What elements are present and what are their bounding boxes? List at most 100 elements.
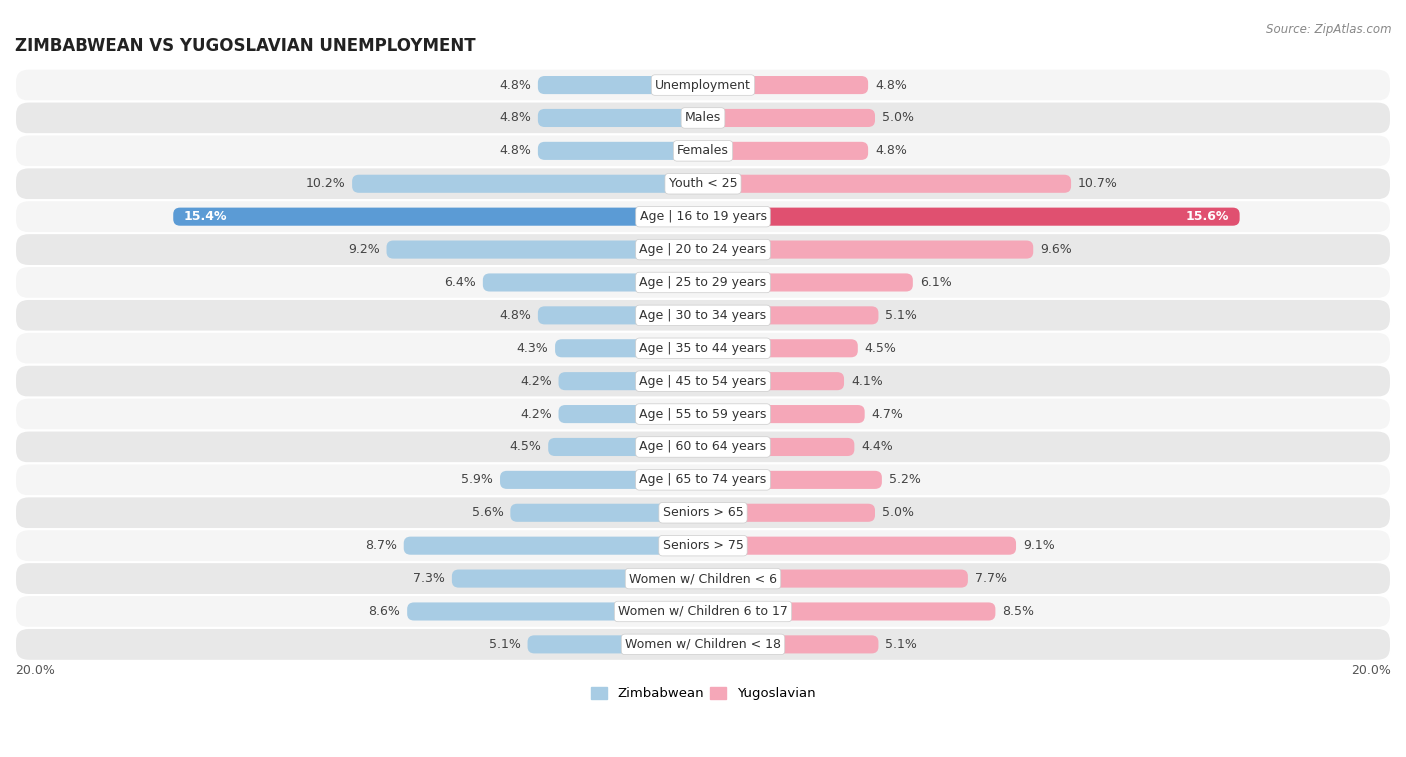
FancyBboxPatch shape — [703, 307, 879, 325]
FancyBboxPatch shape — [703, 142, 868, 160]
Text: Unemployment: Unemployment — [655, 79, 751, 92]
Text: 4.3%: 4.3% — [516, 341, 548, 355]
FancyBboxPatch shape — [15, 135, 1391, 167]
FancyBboxPatch shape — [703, 175, 1071, 193]
FancyBboxPatch shape — [538, 109, 703, 127]
Text: Source: ZipAtlas.com: Source: ZipAtlas.com — [1267, 23, 1392, 36]
FancyBboxPatch shape — [527, 635, 703, 653]
Text: Age | 20 to 24 years: Age | 20 to 24 years — [640, 243, 766, 256]
FancyBboxPatch shape — [404, 537, 703, 555]
Text: Males: Males — [685, 111, 721, 124]
Text: 4.8%: 4.8% — [499, 79, 531, 92]
FancyBboxPatch shape — [555, 339, 703, 357]
Text: Youth < 25: Youth < 25 — [669, 177, 737, 190]
Text: Age | 55 to 59 years: Age | 55 to 59 years — [640, 407, 766, 421]
FancyBboxPatch shape — [703, 76, 868, 94]
FancyBboxPatch shape — [703, 207, 1240, 226]
Text: 5.0%: 5.0% — [882, 506, 914, 519]
FancyBboxPatch shape — [703, 372, 844, 390]
FancyBboxPatch shape — [451, 569, 703, 587]
FancyBboxPatch shape — [15, 529, 1391, 562]
Text: Seniors > 65: Seniors > 65 — [662, 506, 744, 519]
Text: 4.5%: 4.5% — [865, 341, 897, 355]
FancyBboxPatch shape — [408, 603, 703, 621]
Text: 4.8%: 4.8% — [875, 79, 907, 92]
Text: Seniors > 75: Seniors > 75 — [662, 539, 744, 552]
FancyBboxPatch shape — [15, 497, 1391, 529]
Text: 5.0%: 5.0% — [882, 111, 914, 124]
Text: 4.4%: 4.4% — [862, 441, 893, 453]
Text: 8.7%: 8.7% — [364, 539, 396, 552]
FancyBboxPatch shape — [15, 431, 1391, 463]
Text: 7.3%: 7.3% — [413, 572, 446, 585]
FancyBboxPatch shape — [15, 167, 1391, 200]
FancyBboxPatch shape — [703, 438, 855, 456]
FancyBboxPatch shape — [15, 266, 1391, 299]
Text: 4.2%: 4.2% — [520, 407, 551, 421]
FancyBboxPatch shape — [15, 463, 1391, 497]
FancyBboxPatch shape — [703, 339, 858, 357]
FancyBboxPatch shape — [15, 397, 1391, 431]
FancyBboxPatch shape — [703, 273, 912, 291]
FancyBboxPatch shape — [510, 503, 703, 522]
Text: 5.1%: 5.1% — [886, 638, 917, 651]
FancyBboxPatch shape — [703, 635, 879, 653]
FancyBboxPatch shape — [15, 365, 1391, 397]
Text: 5.9%: 5.9% — [461, 473, 494, 486]
Text: 5.2%: 5.2% — [889, 473, 921, 486]
FancyBboxPatch shape — [538, 142, 703, 160]
Text: 8.6%: 8.6% — [368, 605, 401, 618]
Text: 15.6%: 15.6% — [1185, 210, 1229, 223]
FancyBboxPatch shape — [538, 76, 703, 94]
FancyBboxPatch shape — [15, 233, 1391, 266]
Text: 5.6%: 5.6% — [471, 506, 503, 519]
Text: Age | 30 to 34 years: Age | 30 to 34 years — [640, 309, 766, 322]
FancyBboxPatch shape — [703, 109, 875, 127]
Text: 8.5%: 8.5% — [1002, 605, 1035, 618]
FancyBboxPatch shape — [501, 471, 703, 489]
FancyBboxPatch shape — [15, 628, 1391, 661]
FancyBboxPatch shape — [538, 307, 703, 325]
Text: 10.7%: 10.7% — [1078, 177, 1118, 190]
Text: 10.2%: 10.2% — [305, 177, 346, 190]
FancyBboxPatch shape — [15, 562, 1391, 595]
Text: Women w/ Children 6 to 17: Women w/ Children 6 to 17 — [619, 605, 787, 618]
FancyBboxPatch shape — [387, 241, 703, 259]
Text: Women w/ Children < 18: Women w/ Children < 18 — [626, 638, 780, 651]
Text: Females: Females — [678, 145, 728, 157]
FancyBboxPatch shape — [703, 471, 882, 489]
Text: 4.1%: 4.1% — [851, 375, 883, 388]
Text: 4.2%: 4.2% — [520, 375, 551, 388]
Text: 9.1%: 9.1% — [1024, 539, 1054, 552]
Text: Age | 65 to 74 years: Age | 65 to 74 years — [640, 473, 766, 486]
Legend: Zimbabwean, Yugoslavian: Zimbabwean, Yugoslavian — [585, 681, 821, 706]
Text: 20.0%: 20.0% — [1351, 664, 1391, 677]
Text: 9.2%: 9.2% — [347, 243, 380, 256]
Text: Age | 60 to 64 years: Age | 60 to 64 years — [640, 441, 766, 453]
FancyBboxPatch shape — [173, 207, 703, 226]
Text: 4.8%: 4.8% — [499, 145, 531, 157]
FancyBboxPatch shape — [703, 241, 1033, 259]
FancyBboxPatch shape — [703, 603, 995, 621]
Text: 4.8%: 4.8% — [875, 145, 907, 157]
Text: 7.7%: 7.7% — [974, 572, 1007, 585]
FancyBboxPatch shape — [15, 200, 1391, 233]
Text: 4.5%: 4.5% — [509, 441, 541, 453]
FancyBboxPatch shape — [482, 273, 703, 291]
Text: 4.8%: 4.8% — [499, 111, 531, 124]
Text: 6.4%: 6.4% — [444, 276, 477, 289]
FancyBboxPatch shape — [558, 405, 703, 423]
FancyBboxPatch shape — [15, 299, 1391, 332]
FancyBboxPatch shape — [352, 175, 703, 193]
Text: 20.0%: 20.0% — [15, 664, 55, 677]
Text: Women w/ Children < 6: Women w/ Children < 6 — [628, 572, 778, 585]
FancyBboxPatch shape — [15, 69, 1391, 101]
FancyBboxPatch shape — [703, 503, 875, 522]
Text: Age | 45 to 54 years: Age | 45 to 54 years — [640, 375, 766, 388]
Text: ZIMBABWEAN VS YUGOSLAVIAN UNEMPLOYMENT: ZIMBABWEAN VS YUGOSLAVIAN UNEMPLOYMENT — [15, 37, 475, 55]
Text: 5.1%: 5.1% — [886, 309, 917, 322]
FancyBboxPatch shape — [703, 537, 1017, 555]
FancyBboxPatch shape — [15, 595, 1391, 628]
Text: 15.4%: 15.4% — [184, 210, 226, 223]
FancyBboxPatch shape — [703, 405, 865, 423]
